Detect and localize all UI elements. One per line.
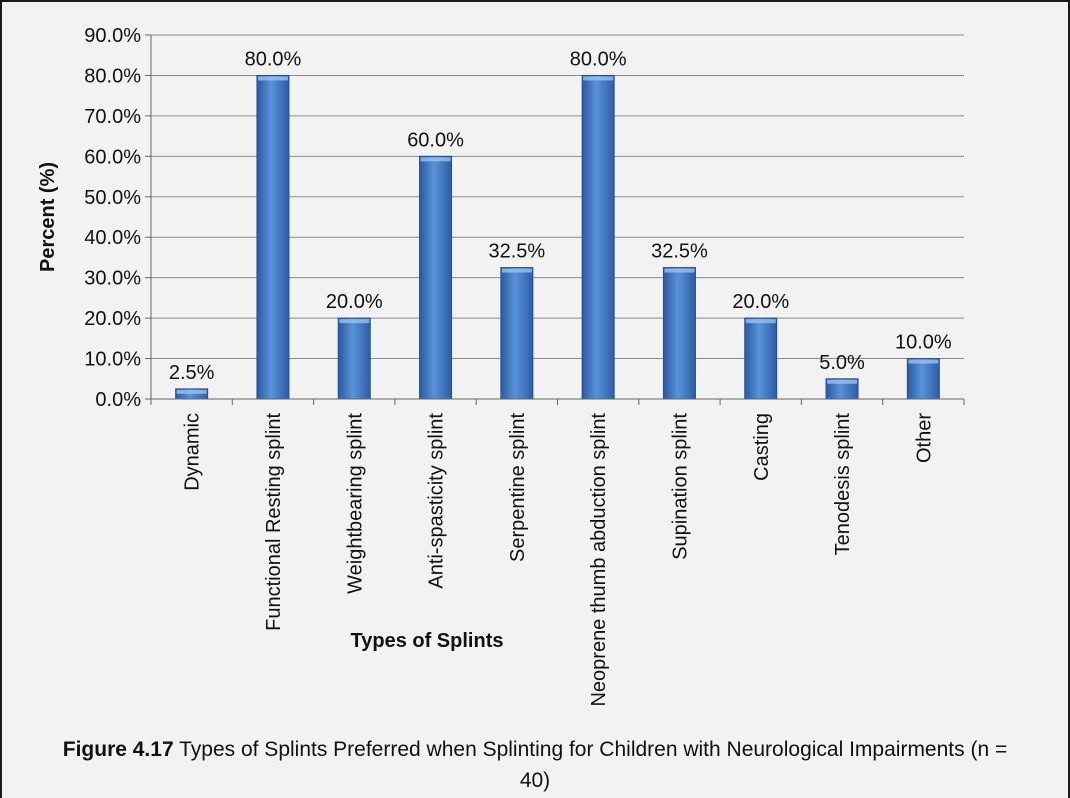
bar-highlight <box>827 379 858 384</box>
bar <box>906 358 940 400</box>
figure-id: Figure 4.17 <box>62 738 174 761</box>
bar-highlight <box>501 268 532 273</box>
bars: 2.5% 80.0% 20.0% 60.0% 32.5% 80.0% 32.5% 20.0% 5… <box>169 48 952 400</box>
data-label: 20.0% <box>732 291 789 313</box>
bar <box>419 155 453 400</box>
bar-highlight <box>339 319 370 324</box>
figure-caption-text: Types of Splints Preferred when Splintin… <box>173 738 1008 792</box>
y-tick-label: 40.0% <box>84 227 141 249</box>
y-tick-label: 10.0% <box>84 349 141 371</box>
bar <box>337 317 371 400</box>
x-tick-label: Functional Resting splint <box>263 413 285 631</box>
x-tick-label: Casting <box>751 413 773 481</box>
data-label: 10.0% <box>895 332 952 354</box>
bar <box>744 317 778 400</box>
data-label: 80.0% <box>245 48 302 70</box>
y-tick-label: 90.0% <box>84 25 141 47</box>
bar <box>256 74 290 400</box>
bar-highlight <box>420 157 451 162</box>
x-tick-label: Weightbearing splint <box>344 413 366 594</box>
y-tick-label: 30.0% <box>84 268 141 290</box>
y-tick-label: 20.0% <box>84 308 141 330</box>
data-label: 5.0% <box>819 352 865 374</box>
data-label: 60.0% <box>407 129 464 151</box>
y-axis-title: Percent (%) <box>37 162 59 272</box>
x-tick-label: Serpentine splint <box>507 413 529 562</box>
bar-highlight <box>257 76 288 81</box>
bar-highlight <box>583 76 614 81</box>
bar-highlight <box>908 359 939 364</box>
data-label: 2.5% <box>169 362 215 384</box>
figure-caption: Figure 4.17 Types of Splints Preferred w… <box>62 734 1008 796</box>
data-label: 20.0% <box>326 291 383 313</box>
x-tick-label: Supination splint <box>669 413 691 560</box>
axes: 0.0% 10.0% 20.0% 30.0% 40.0% 50.0% 60.0% 70.0% 8… <box>84 25 965 707</box>
bar-chart: 2.5% 80.0% 20.0% 60.0% 32.5% 80.0% 32.5% 20.0% 5… <box>37 25 965 707</box>
bar <box>500 267 534 400</box>
bar-highlight <box>745 319 776 324</box>
bar <box>581 74 615 400</box>
y-tick-label: 50.0% <box>84 187 141 209</box>
y-tick-label: 70.0% <box>84 106 141 128</box>
bar <box>662 267 696 400</box>
x-axis-title: Types of Splints <box>351 630 504 652</box>
x-tick-label: Other <box>913 413 935 463</box>
bar-highlight <box>176 389 207 394</box>
x-tick-label: Dynamic <box>182 413 204 491</box>
x-tick-label: Neoprene thumb abduction splint <box>588 413 610 707</box>
y-tick-label: 60.0% <box>84 146 141 168</box>
bar-highlight <box>664 268 695 273</box>
data-label: 32.5% <box>488 241 545 263</box>
x-tick-label: Tenodesis splint <box>832 413 854 556</box>
data-label: 32.5% <box>651 241 708 263</box>
x-tick-label: Anti-spasticity splint <box>426 413 448 589</box>
y-tick-label: 0.0% <box>95 389 141 411</box>
data-label: 80.0% <box>570 48 627 70</box>
y-tick-label: 80.0% <box>84 65 141 87</box>
